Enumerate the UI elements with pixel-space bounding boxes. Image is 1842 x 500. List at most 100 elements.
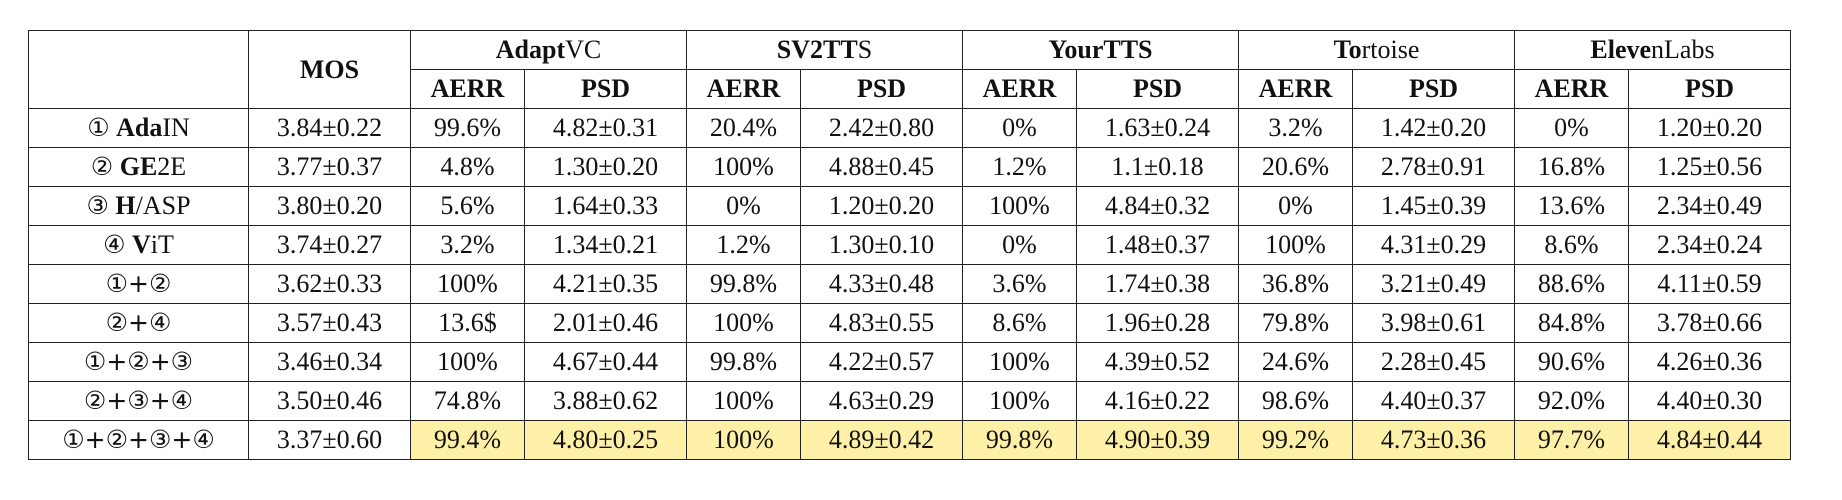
aerr-cell: 100% <box>686 147 801 187</box>
aerr-cell: 92.0% <box>1514 381 1629 421</box>
psd-cell: 4.80±0.25 <box>524 420 687 460</box>
aerr-cell: 100% <box>1238 225 1353 265</box>
mos-cell: 3.37±0.60 <box>248 420 411 460</box>
psd-cell: 4.21±0.35 <box>524 264 687 304</box>
aerr-cell: 100% <box>686 381 801 421</box>
mos-cell: 3.77±0.37 <box>248 147 411 187</box>
row-label: ②+④ <box>28 303 249 343</box>
table-row: ③ H/ASP 3.80±0.20 5.6% 1.64±0.33 0% 1.20±0.20… <box>28 186 1791 226</box>
encoder-name-rest: IN <box>162 113 190 142</box>
psd-cell: 2.34±0.49 <box>1628 186 1791 226</box>
config-number-label: ②+④ <box>105 308 172 337</box>
aerr-cell: 3.2% <box>1238 108 1353 148</box>
row-label: ① AdaIN <box>28 108 249 148</box>
psd-cell: 2.34±0.24 <box>1628 225 1791 265</box>
config-number-label: ① <box>87 113 110 142</box>
encoder-name-bold: V <box>132 230 151 259</box>
psd-cell: 3.88±0.62 <box>524 381 687 421</box>
psd-header: PSD <box>1076 69 1239 109</box>
aerr-cell: 1.2% <box>962 147 1077 187</box>
corner-cell <box>28 30 249 109</box>
aerr-cell: 100% <box>962 342 1077 382</box>
psd-header: PSD <box>1628 69 1791 109</box>
config-number-label: ③ <box>86 191 109 220</box>
psd-cell: 2.78±0.91 <box>1352 147 1515 187</box>
aerr-cell: 8.6% <box>1514 225 1629 265</box>
psd-header: PSD <box>524 69 687 109</box>
aerr-cell: 79.8% <box>1238 303 1353 343</box>
psd-cell: 4.22±0.57 <box>800 342 963 382</box>
mos-header: MOS <box>248 30 411 109</box>
aerr-cell: 100% <box>962 381 1077 421</box>
encoder-name-rest: 2E <box>157 152 187 181</box>
aerr-cell: 98.6% <box>1238 381 1353 421</box>
psd-cell: 4.63±0.29 <box>800 381 963 421</box>
aerr-header: AERR <box>1514 69 1629 109</box>
psd-cell: 4.89±0.42 <box>800 420 963 460</box>
psd-cell: 1.30±0.20 <box>524 147 687 187</box>
row-label: ③ H/ASP <box>28 186 249 226</box>
psd-cell: 1.63±0.24 <box>1076 108 1239 148</box>
row-label: ②+③+④ <box>28 381 249 421</box>
table-row: ①+②+③ 3.46±0.34 100% 4.67±0.44 99.8% 4.22±0.5… <box>28 342 1791 382</box>
aerr-cell: 24.6% <box>1238 342 1353 382</box>
system-header-yourtts: YourTTS <box>962 30 1239 70</box>
table-row: ②+③+④ 3.50±0.46 74.8% 3.88±0.62 100% 4.63±0.2… <box>28 381 1791 421</box>
row-label: ①+② <box>28 264 249 304</box>
mos-cell: 3.50±0.46 <box>248 381 411 421</box>
results-body: ① AdaIN 3.84±0.22 99.6% 4.82±0.31 20.4% 2.42±… <box>28 108 1791 460</box>
results-table-container: MOS AdaptVC SV2TTS YourTTS Tortoise Elev… <box>28 30 1791 460</box>
psd-header: PSD <box>1352 69 1515 109</box>
table-row: ②+④ 3.57±0.43 13.6$ 2.01±0.46 100% 4.83±0.55 8… <box>28 303 1791 343</box>
psd-cell: 4.82±0.31 <box>524 108 687 148</box>
psd-cell: 1.1±0.18 <box>1076 147 1239 187</box>
aerr-cell: 36.8% <box>1238 264 1353 304</box>
aerr-cell: 97.7% <box>1514 420 1629 460</box>
mos-cell: 3.74±0.27 <box>248 225 411 265</box>
mos-cell: 3.46±0.34 <box>248 342 411 382</box>
aerr-cell: 99.8% <box>686 264 801 304</box>
aerr-cell: 13.6$ <box>410 303 525 343</box>
psd-cell: 4.67±0.44 <box>524 342 687 382</box>
config-number-label: ①+② <box>105 269 172 298</box>
psd-cell: 4.31±0.29 <box>1352 225 1515 265</box>
header-row-systems: MOS AdaptVC SV2TTS YourTTS Tortoise Elev… <box>28 30 1791 109</box>
aerr-cell: 100% <box>962 186 1077 226</box>
aerr-cell: 99.8% <box>686 342 801 382</box>
psd-cell: 2.28±0.45 <box>1352 342 1515 382</box>
aerr-header: AERR <box>410 69 525 109</box>
aerr-cell: 100% <box>410 264 525 304</box>
psd-cell: 1.42±0.20 <box>1352 108 1515 148</box>
mos-cell: 3.84±0.22 <box>248 108 411 148</box>
table-row: ① AdaIN 3.84±0.22 99.6% 4.82±0.31 20.4% 2.42±… <box>28 108 1791 148</box>
aerr-cell: 0% <box>686 186 801 226</box>
psd-cell: 4.73±0.36 <box>1352 420 1515 460</box>
table-row: ①+② 3.62±0.33 100% 4.21±0.35 99.8% 4.33±0.48 3… <box>28 264 1791 304</box>
aerr-cell: 88.6% <box>1514 264 1629 304</box>
system-header-tortoise: Tortoise <box>1238 30 1515 70</box>
aerr-cell: 0% <box>962 108 1077 148</box>
aerr-cell: 0% <box>962 225 1077 265</box>
encoder-name-rest: /ASP <box>135 191 191 220</box>
aerr-cell: 90.6% <box>1514 342 1629 382</box>
config-number-label: ①+②+③ <box>83 347 194 376</box>
psd-cell: 4.40±0.37 <box>1352 381 1515 421</box>
psd-cell: 1.20±0.20 <box>1628 108 1791 148</box>
system-header-adaptvc: AdaptVC <box>410 30 687 70</box>
psd-cell: 1.30±0.10 <box>800 225 963 265</box>
mos-cell: 3.57±0.43 <box>248 303 411 343</box>
row-label: ④ ViT <box>28 225 249 265</box>
psd-cell: 4.40±0.30 <box>1628 381 1791 421</box>
aerr-cell: 100% <box>410 342 525 382</box>
aerr-header: AERR <box>962 69 1077 109</box>
psd-cell: 4.83±0.55 <box>800 303 963 343</box>
psd-cell: 1.34±0.21 <box>524 225 687 265</box>
config-number-label: ②+③+④ <box>83 386 194 415</box>
config-number-label: ①+②+③+④ <box>62 425 215 454</box>
aerr-cell: 74.8% <box>410 381 525 421</box>
aerr-cell: 3.2% <box>410 225 525 265</box>
config-number-label: ② <box>90 152 114 181</box>
psd-cell: 1.96±0.28 <box>1076 303 1239 343</box>
aerr-cell: 5.6% <box>410 186 525 226</box>
aerr-cell: 20.6% <box>1238 147 1353 187</box>
